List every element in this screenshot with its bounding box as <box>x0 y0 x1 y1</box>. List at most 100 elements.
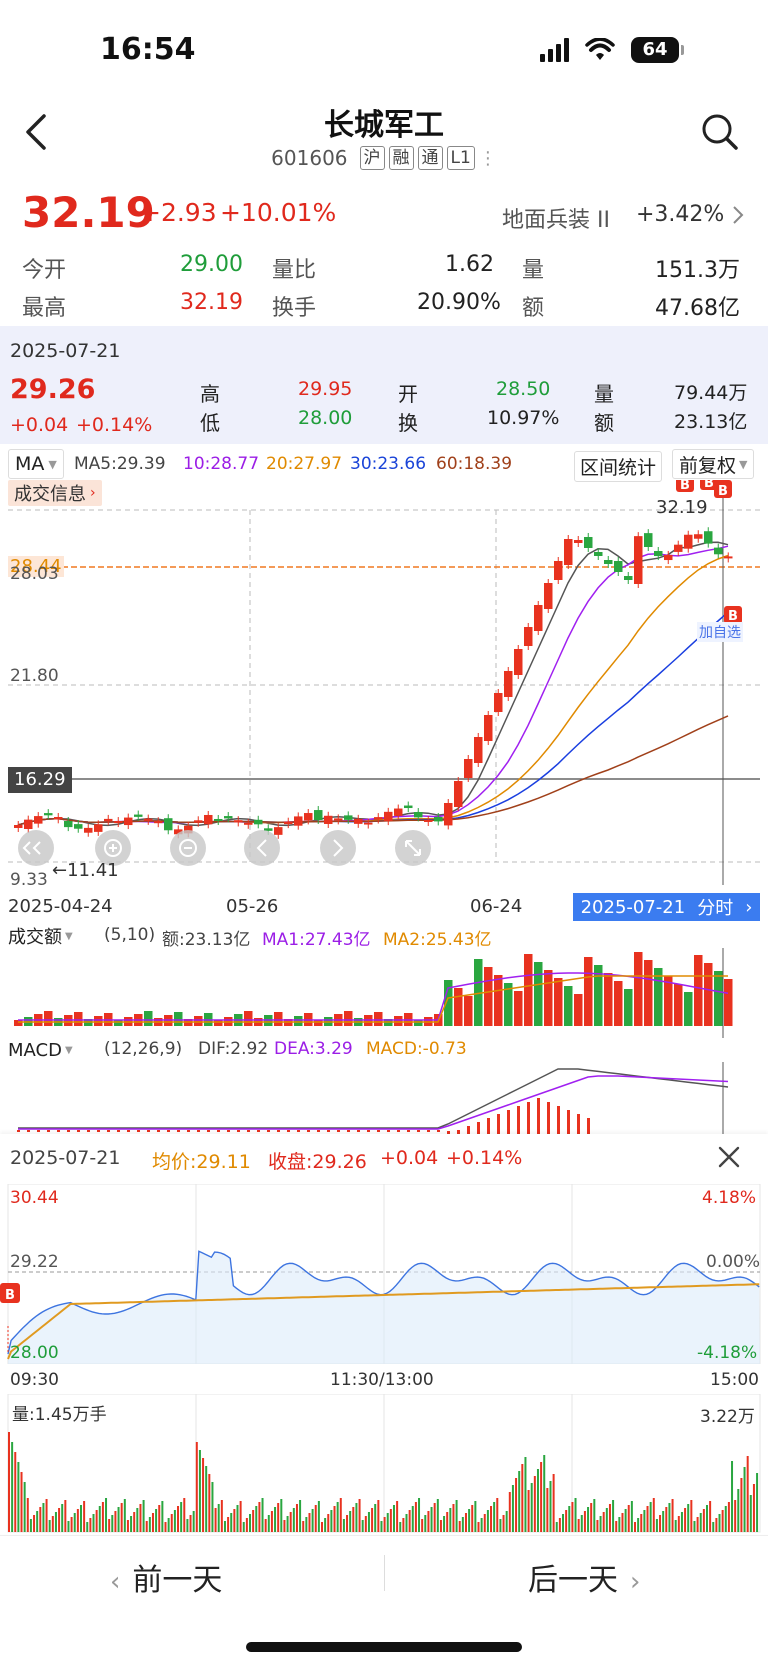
search-button[interactable] <box>700 112 744 156</box>
status-icons: 64 <box>540 34 684 66</box>
candle <box>564 539 573 565</box>
tag-rong: 融 <box>388 146 414 170</box>
intraday-volume-bar <box>270 1511 273 1532</box>
ma-line <box>17 554 729 826</box>
macd-series <box>17 1068 729 1134</box>
volume-bar <box>374 1012 383 1026</box>
macd-bar <box>547 1102 550 1134</box>
open-label: 今开 <box>22 258 67 283</box>
more-icon[interactable]: ⋮ <box>478 147 497 169</box>
prev-day-button[interactable]: ‹ 前一天 <box>110 1555 222 1599</box>
volume-ma1: MA1:27.43亿 <box>262 930 371 950</box>
next-day-button[interactable]: 后一天 › <box>528 1555 640 1599</box>
add-watch-label[interactable]: 加自选 <box>697 622 743 642</box>
candle <box>164 818 173 831</box>
candle <box>84 827 93 833</box>
adjust-select[interactable]: 前复权 ▼ <box>672 449 755 479</box>
candle <box>24 819 33 829</box>
next-day-label: 后一天 <box>528 1563 618 1598</box>
candle <box>284 821 293 825</box>
macd-dif: DIF:2.92 <box>198 1039 269 1059</box>
kline-chart[interactable]: B B B B <box>0 480 768 885</box>
sector-chevron-icon[interactable] <box>730 204 746 226</box>
macd-bar <box>287 1130 290 1132</box>
candle <box>274 827 283 835</box>
indicator-select[interactable]: MA ▼ <box>8 449 64 479</box>
intraday-volume-bar <box>549 1481 552 1532</box>
intraday-volume-bar <box>111 1515 114 1532</box>
volume-bar <box>144 1011 153 1026</box>
intraday-volume-bar <box>189 1515 192 1532</box>
tag-tong: 通 <box>417 146 443 170</box>
intraday-volume-bar <box>461 1517 464 1532</box>
intraday-volume-bars <box>8 1432 759 1532</box>
intraday-volume-bar <box>655 1519 658 1532</box>
intraday-volume-bar <box>715 1518 718 1532</box>
intraday-volume-bar <box>283 1520 286 1532</box>
macd-bar <box>47 1130 50 1132</box>
macd-bar <box>57 1130 60 1132</box>
intraday-volume-bar <box>502 1515 505 1532</box>
volume-indicator-select[interactable]: 成交额 ▼ <box>8 922 73 950</box>
ma-line <box>17 611 729 826</box>
amount-label: 额 <box>522 296 545 321</box>
macd-bar <box>387 1130 390 1132</box>
close-intraday-button[interactable] <box>714 1142 744 1172</box>
intraday-volume-bar <box>214 1508 217 1532</box>
candle <box>264 828 273 831</box>
candle <box>644 533 653 548</box>
sector-change[interactable]: +3.42% <box>636 202 725 227</box>
intraday-volume-bar <box>198 1450 201 1532</box>
volume-bar <box>674 984 683 1026</box>
macd-indicator-select[interactable]: MACD ▼ <box>8 1036 73 1064</box>
intraday-volume-bar <box>505 1511 508 1532</box>
back-button[interactable] <box>22 112 62 162</box>
intraday-volume-bar <box>389 1509 392 1532</box>
cursor-date-badge[interactable]: 2025-07-21 分时 › <box>573 893 760 921</box>
intraday-link[interactable]: 分时 <box>697 898 734 919</box>
cursor-date: 2025-07-21 <box>580 896 686 918</box>
volume-bar <box>704 963 713 1026</box>
volume-bar <box>524 954 533 1026</box>
intraday-volume-bar <box>324 1518 327 1532</box>
macd-bar <box>437 1130 440 1132</box>
intraday-volume-bar <box>245 1518 248 1532</box>
macd-bar <box>87 1130 90 1132</box>
intraday-volume-bar <box>54 1512 57 1532</box>
macd-bar <box>527 1102 530 1134</box>
intraday-x-open: 09:30 <box>10 1370 59 1390</box>
intraday-volume-bar <box>659 1515 662 1532</box>
intraday-x-mid: 11:30/13:00 <box>330 1370 434 1390</box>
intraday-volume-bar <box>286 1516 289 1532</box>
candle <box>354 818 363 824</box>
intraday-volume-bar <box>126 1520 129 1532</box>
day-volume-label: 量 <box>594 382 614 406</box>
intraday-volume-bar <box>634 1522 636 1532</box>
intraday-volume-bar <box>23 1482 26 1532</box>
candle <box>424 819 433 822</box>
intraday-volume-bar <box>108 1519 111 1532</box>
caret-down-icon: ▼ <box>65 930 73 942</box>
sector-name[interactable]: 地面兵装 II <box>502 208 610 233</box>
volume-bar <box>294 1016 303 1026</box>
intraday-volume-bar <box>402 1518 405 1532</box>
intraday-volume-bar <box>574 1498 577 1532</box>
candle <box>174 829 183 835</box>
intraday-volume-bar <box>33 1515 36 1532</box>
intraday-volume-bar <box>64 1500 67 1532</box>
macd-chart <box>17 1062 729 1134</box>
candle <box>44 813 53 816</box>
trade-info-button[interactable]: 成交信息 › <box>8 480 102 506</box>
interval-stats-button[interactable]: 区间统计 <box>574 451 663 482</box>
intraday-volume-bar <box>252 1510 255 1532</box>
volume-bar <box>174 1012 183 1026</box>
intraday-volume-bar <box>101 1502 104 1532</box>
candle <box>294 816 303 826</box>
intraday-close: 收盘:29.26 <box>268 1151 367 1173</box>
intraday-volume-bar <box>546 1488 549 1532</box>
macd-bar <box>367 1130 370 1132</box>
macd-bar <box>227 1130 230 1132</box>
intraday-volume-bar <box>48 1520 51 1532</box>
b-marker: B <box>704 480 714 491</box>
candle <box>134 814 143 817</box>
